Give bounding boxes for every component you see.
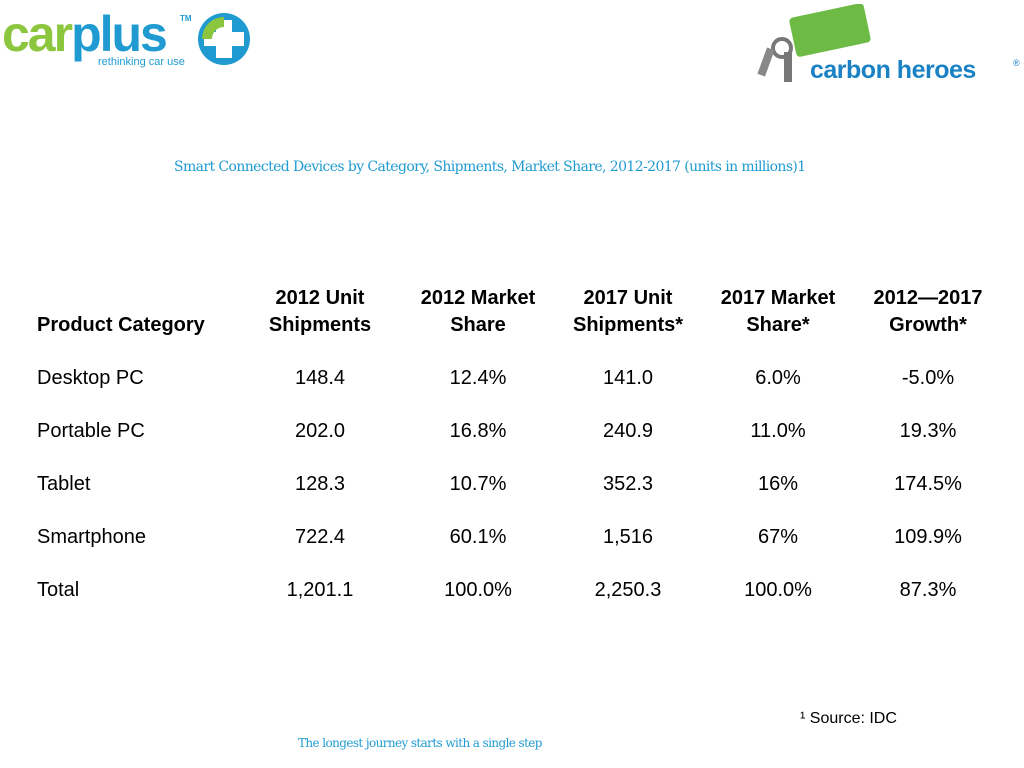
table-cell: 202.0 bbox=[294, 420, 346, 442]
table-cell: -5.0% bbox=[901, 367, 955, 389]
table-cell: 11.0% bbox=[750, 420, 806, 442]
footnote: ¹ Source: IDC bbox=[800, 710, 897, 727]
header-cell: Shipments* bbox=[572, 314, 684, 336]
table-cell: Portable PC bbox=[37, 420, 145, 442]
table-cell: 1,516 bbox=[602, 526, 654, 548]
table-cell: 109.9% bbox=[894, 526, 962, 548]
table-cell: 60.1% bbox=[449, 526, 507, 548]
logo-text: car bbox=[2, 6, 73, 62]
table-cell: Tablet bbox=[37, 473, 91, 495]
tagline: rethinking car use bbox=[98, 56, 185, 68]
table-cell: 141.0 bbox=[602, 367, 654, 389]
header-cell: Share bbox=[450, 314, 506, 336]
table-cell: Smartphone bbox=[37, 526, 146, 548]
header-cell: Shipments bbox=[268, 314, 372, 336]
table-cell: 352.3 bbox=[602, 473, 654, 495]
table-cell: 1,201.1 bbox=[286, 579, 354, 601]
table-cell: 10.7% bbox=[449, 473, 507, 495]
slide-title: Smart Connected Devices by Category, Shi… bbox=[174, 159, 806, 175]
carplus-icon bbox=[198, 13, 250, 65]
table-cell: 16% bbox=[757, 473, 799, 495]
carbon-heroes-name: carbon heroes bbox=[810, 56, 976, 84]
carbon-heroes-icon bbox=[757, 4, 871, 82]
header-cell: Growth* bbox=[889, 314, 967, 336]
registered-mark: ® bbox=[1013, 58, 1020, 68]
table-cell: 2,250.3 bbox=[594, 579, 662, 601]
header-cell: 2017 Unit bbox=[583, 287, 673, 309]
table-cell: 100.0% bbox=[444, 579, 512, 601]
carplus-logo: carplus bbox=[2, 4, 168, 64]
table-cell: 16.8% bbox=[449, 420, 507, 442]
header-cell: 2012 Unit bbox=[275, 287, 365, 309]
header-cell: Product Category bbox=[37, 314, 205, 336]
table-cell: 67% bbox=[757, 526, 799, 548]
table-cell: 174.5% bbox=[894, 473, 962, 495]
footer: The longest journey starts with a single… bbox=[298, 736, 542, 750]
table-cell: Desktop PC bbox=[37, 367, 144, 389]
table-cell: 12.4% bbox=[449, 367, 507, 389]
trademark: TM bbox=[180, 14, 192, 23]
table-cell: 87.3% bbox=[899, 579, 957, 601]
table-cell: 240.9 bbox=[602, 420, 654, 442]
table-cell: 722.4 bbox=[294, 526, 346, 548]
table-cell: 148.4 bbox=[294, 367, 346, 389]
header-cell: 2017 Market bbox=[720, 287, 836, 309]
table-cell: 128.3 bbox=[294, 473, 346, 495]
table-cell: 6.0% bbox=[755, 367, 801, 389]
header-cell: Share* bbox=[746, 314, 810, 336]
table-cell: 19.3% bbox=[899, 420, 957, 442]
table-cell: Total bbox=[37, 579, 80, 601]
header-cell: 2012—2017 bbox=[873, 287, 983, 309]
table-cell: 100.0% bbox=[744, 579, 812, 601]
header-cell: 2012 Market bbox=[420, 287, 536, 309]
logo-text: plus bbox=[71, 6, 168, 62]
